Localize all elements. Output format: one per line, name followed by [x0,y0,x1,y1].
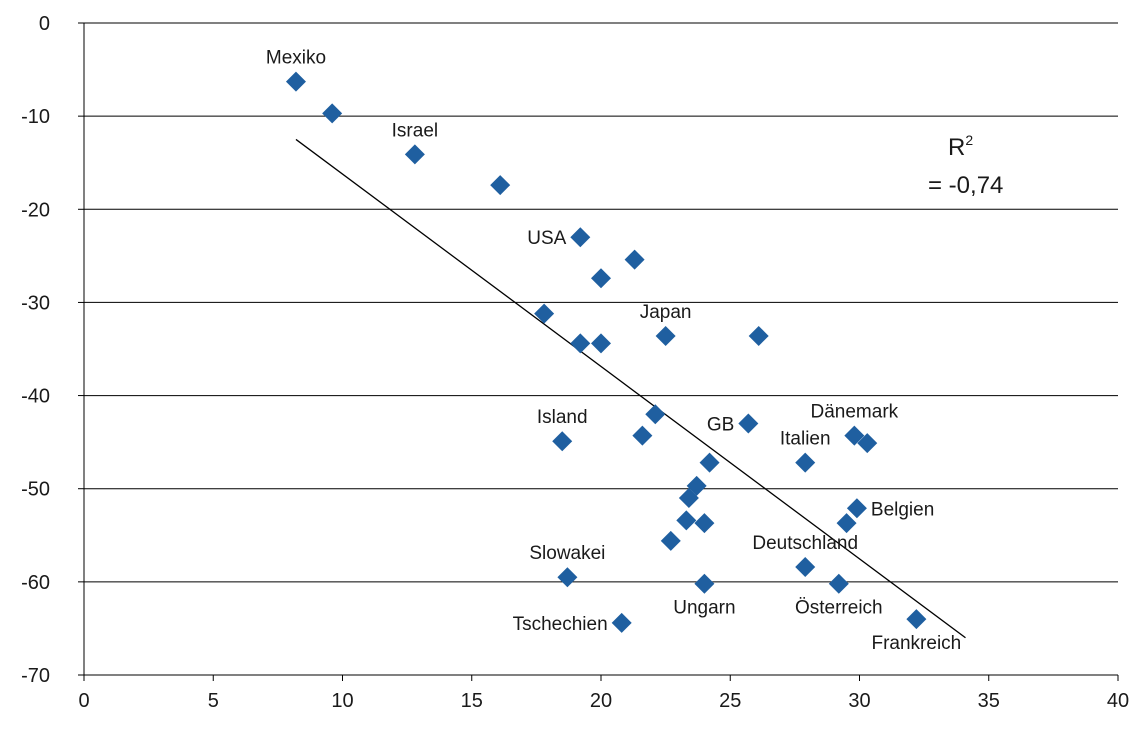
data-point-marker [285,71,306,92]
point-label: Italien [780,429,831,450]
data-point-marker [836,513,857,534]
data-point-marker [846,498,867,519]
data-point-marker [404,144,425,165]
point-label: Tschechien [513,614,608,635]
point-label: Ungarn [673,598,735,619]
y-tick-label: -20 [21,199,50,221]
r-squared-letter: R [948,134,965,161]
y-tick-label: -10 [21,106,50,128]
x-tick-label: 5 [208,690,219,712]
data-point-marker [694,573,715,594]
y-tick-label: -70 [21,665,50,687]
point-label: Dänemark [811,402,899,423]
data-point-marker [676,510,697,531]
data-point-marker [611,612,632,633]
data-point-marker [552,431,573,452]
r-squared-label: R2 [948,132,973,161]
x-tick-label: 35 [978,690,1000,712]
data-point-marker [624,249,645,270]
data-point-marker [645,404,666,425]
x-tick-label: 40 [1107,690,1129,712]
data-point-marker [844,425,865,446]
y-tick-label: -40 [21,386,50,408]
data-point-marker [570,227,591,248]
point-label: Island [537,407,588,428]
data-points [285,71,927,633]
data-point-marker [570,333,591,354]
y-tick-label: 0 [39,13,50,35]
data-point-marker [906,609,927,630]
point-labels: Mexiko Israel USA Japan Island GB Dänemark Ital… [266,48,961,654]
point-label: Belgien [871,499,934,520]
data-point-marker [490,175,511,196]
data-point-marker [660,530,681,551]
y-tick-labels: 0 -10 -20 -30 -40 -50 -60 -70 [21,13,50,687]
data-point-marker [591,268,611,289]
point-label: Israel [392,120,438,141]
data-point-marker [795,452,816,473]
data-point-marker [534,303,555,324]
point-label: USA [527,228,566,249]
point-label: Deutschland [752,533,858,554]
point-label: Japan [640,302,692,323]
x-tick-label: 10 [331,690,353,712]
point-label: Slowakei [529,543,605,564]
x-tick-labels: 0 5 10 15 20 25 30 35 40 [78,690,1129,712]
r-squared-value: = -0,74 [928,172,1003,199]
trend-line [295,138,966,639]
x-tick-label: 0 [78,690,89,712]
r-squared-superscript: 2 [965,132,973,148]
gridlines [84,22,1118,583]
point-label: GB [707,415,734,436]
data-point-marker [857,433,878,454]
data-point-marker [748,325,769,346]
x-tick-label: 30 [848,690,870,712]
data-point-marker [632,425,653,446]
y-tick-label: -50 [21,479,50,501]
axes [78,22,1119,681]
data-point-marker [591,333,611,354]
point-label: Frankreich [871,633,961,654]
x-tick-label: 20 [590,690,612,712]
data-point-marker [557,567,578,588]
data-point-marker [795,556,816,577]
x-tick-label: 25 [719,690,741,712]
point-label: Mexiko [266,48,326,69]
data-point-marker [678,488,699,509]
data-point-marker [738,413,759,434]
data-point-marker [699,452,720,473]
x-tick-label: 15 [461,690,483,712]
data-point-marker [694,513,715,534]
point-label: Österreich [795,598,883,619]
data-point-marker [322,103,343,124]
y-tick-label: -60 [21,572,50,594]
data-point-marker [655,325,676,346]
data-point-marker [828,573,849,594]
y-tick-label: -30 [21,292,50,314]
